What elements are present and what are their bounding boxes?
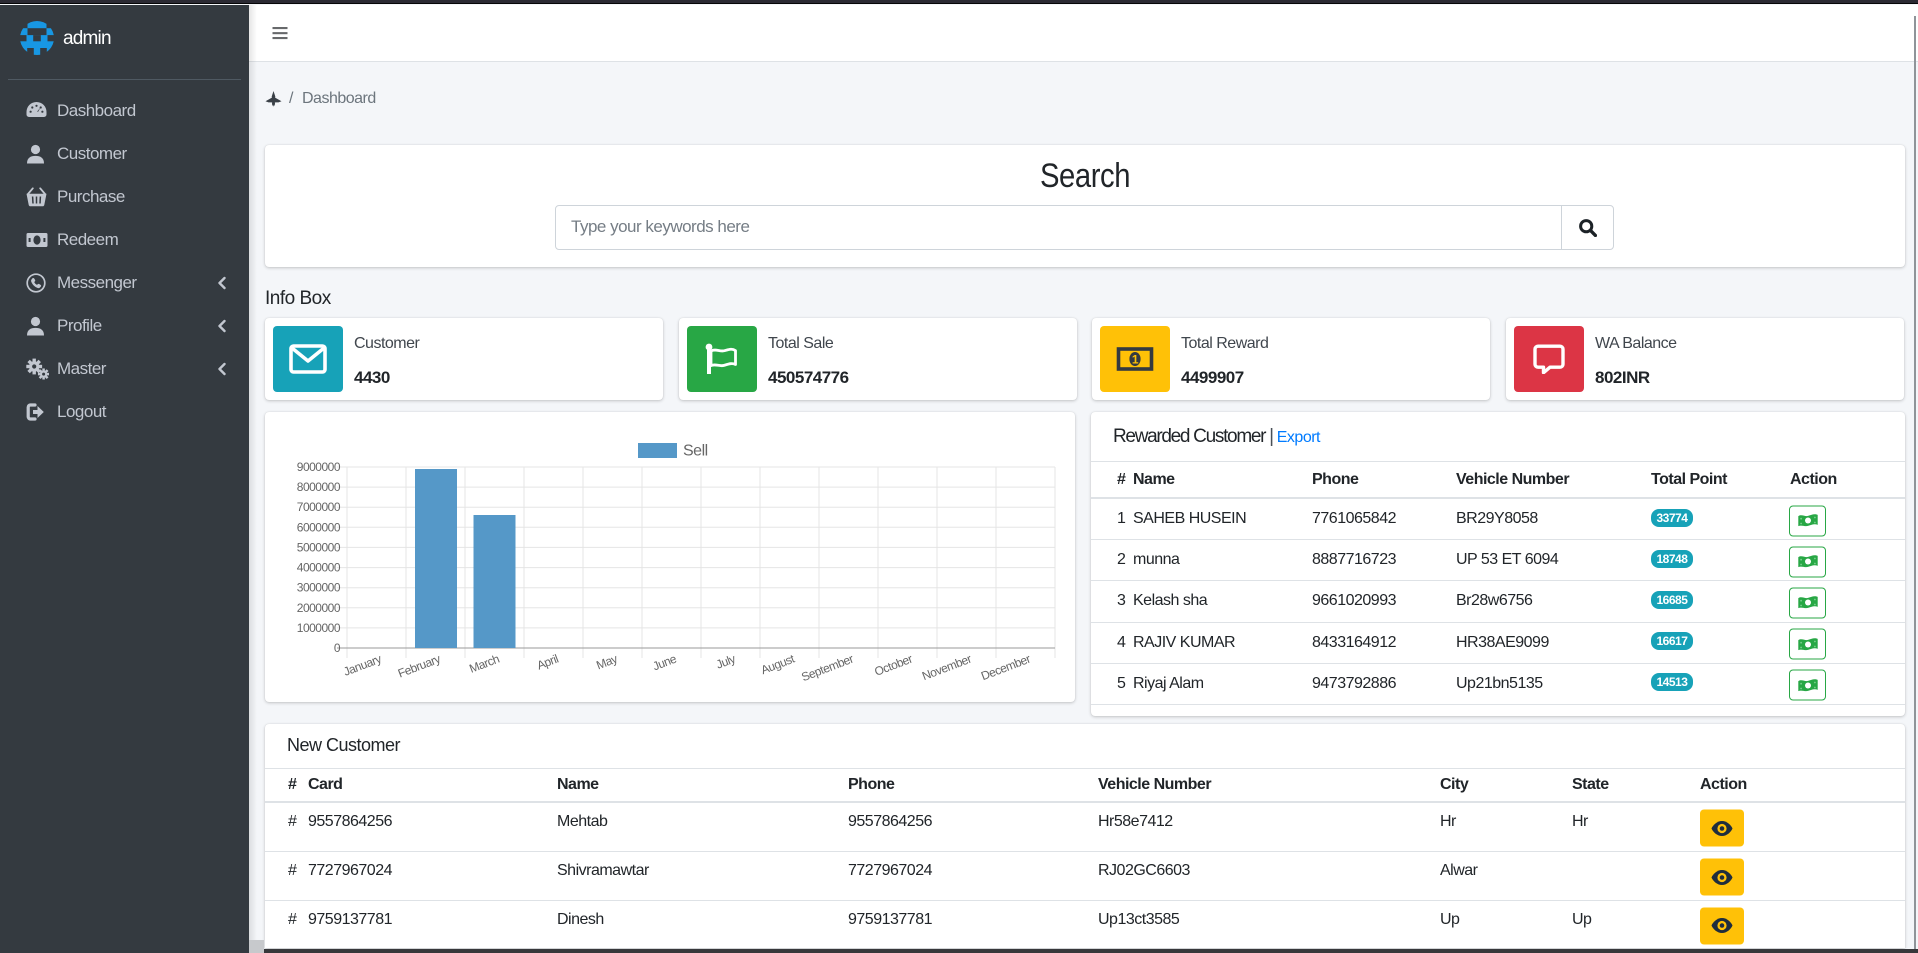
- svg-text:June: June: [651, 651, 679, 673]
- svg-text:3000000: 3000000: [297, 581, 341, 595]
- svg-text:0: 0: [334, 641, 341, 655]
- svg-text:April: April: [535, 652, 560, 673]
- svg-text:6000000: 6000000: [297, 520, 341, 534]
- svg-text:7000000: 7000000: [297, 500, 341, 514]
- svg-text:1000000: 1000000: [297, 621, 341, 635]
- svg-text:9000000: 9000000: [297, 460, 341, 474]
- svg-text:March: March: [467, 652, 501, 676]
- svg-text:October: October: [872, 652, 914, 679]
- svg-text:Sell: Sell: [683, 443, 708, 460]
- svg-text:January: January: [341, 652, 383, 679]
- svg-text:4000000: 4000000: [297, 561, 341, 575]
- svg-text:2000000: 2000000: [297, 601, 341, 615]
- svg-text:May: May: [594, 652, 619, 673]
- svg-text:5000000: 5000000: [297, 540, 341, 554]
- svg-text:August: August: [759, 651, 797, 677]
- svg-text:November: November: [920, 652, 973, 684]
- svg-text:8000000: 8000000: [297, 480, 341, 494]
- svg-text:September: September: [799, 652, 855, 685]
- svg-text:December: December: [979, 652, 1032, 684]
- svg-text:1: 1: [1132, 353, 1139, 367]
- svg-text:July: July: [714, 652, 738, 672]
- svg-text:February: February: [396, 652, 443, 681]
